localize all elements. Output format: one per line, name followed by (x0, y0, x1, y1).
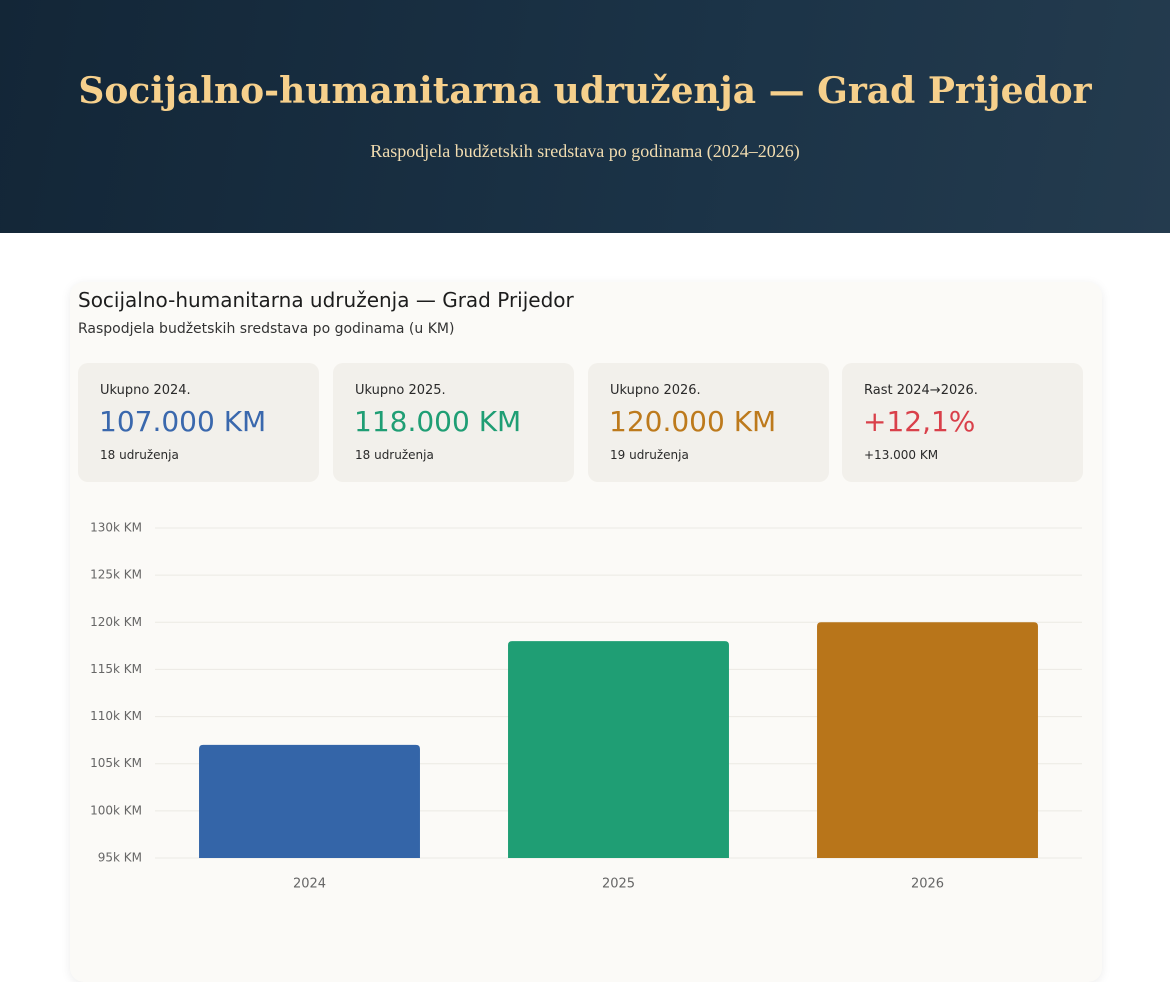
y-tick-label: 115k KM (90, 662, 142, 676)
stat-note: 19 udruženja (610, 448, 689, 462)
chart: 95k KM 100k KM 105k KM 110k KM 115k KM 120k K… (90, 521, 1082, 892)
y-tick-label: 100k KM (90, 803, 142, 817)
stat-value: 118.000 KM (354, 405, 522, 438)
y-tick-label: 105k KM (90, 756, 142, 770)
stat-card: Ukupno 2025. 118.000 KM 18 udruženja (333, 363, 574, 482)
stat-label: Rast 2024→2026. (864, 383, 978, 398)
card-subtitle: Raspodjela budžetskih sredstava po godin… (78, 321, 455, 337)
y-tick-label: 120k KM (90, 615, 142, 629)
stat-value: +12,1% (863, 405, 976, 438)
page: Socijalno-humanitarna udruženja — Grad P… (0, 0, 1170, 892)
page-subtitle: Raspodjela budžetskih sredstava po godin… (370, 141, 800, 161)
stat-note: 18 udruženja (355, 448, 434, 462)
stat-value: 120.000 KM (609, 405, 777, 438)
x-tick-label: 2026 (911, 877, 944, 892)
stat-card: Rast 2024→2026. +12,1% +13.000 KM (842, 363, 1083, 482)
stat-label: Ukupno 2024. (100, 383, 191, 398)
y-tick-label: 110k KM (90, 709, 142, 723)
stat-note: +13.000 KM (864, 448, 939, 462)
x-tick-label: 2024 (293, 877, 326, 892)
y-tick-label: 125k KM (90, 568, 142, 582)
stat-label: Ukupno 2025. (355, 383, 446, 398)
y-tick-label: 95k KM (98, 851, 142, 865)
stat-card: Ukupno 2024. 107.000 KM 18 udruženja (78, 363, 319, 482)
y-tick-label: 130k KM (90, 521, 142, 535)
bar (508, 641, 729, 858)
stat-label: Ukupno 2026. (610, 383, 701, 398)
bar (817, 622, 1038, 858)
x-tick-label: 2025 (602, 877, 635, 892)
stat-note: 18 udruženja (100, 448, 179, 462)
card-title: Socijalno-humanitarna udruženja — Grad P… (78, 288, 574, 312)
page-title: Socijalno-humanitarna udruženja — Grad P… (78, 70, 1092, 112)
stat-card: Ukupno 2026. 120.000 KM 19 udruženja (588, 363, 829, 482)
stat-value: 107.000 KM (99, 405, 267, 438)
hero: Socijalno-humanitarna udruženja — Grad P… (0, 0, 1170, 233)
bar (199, 744, 420, 858)
